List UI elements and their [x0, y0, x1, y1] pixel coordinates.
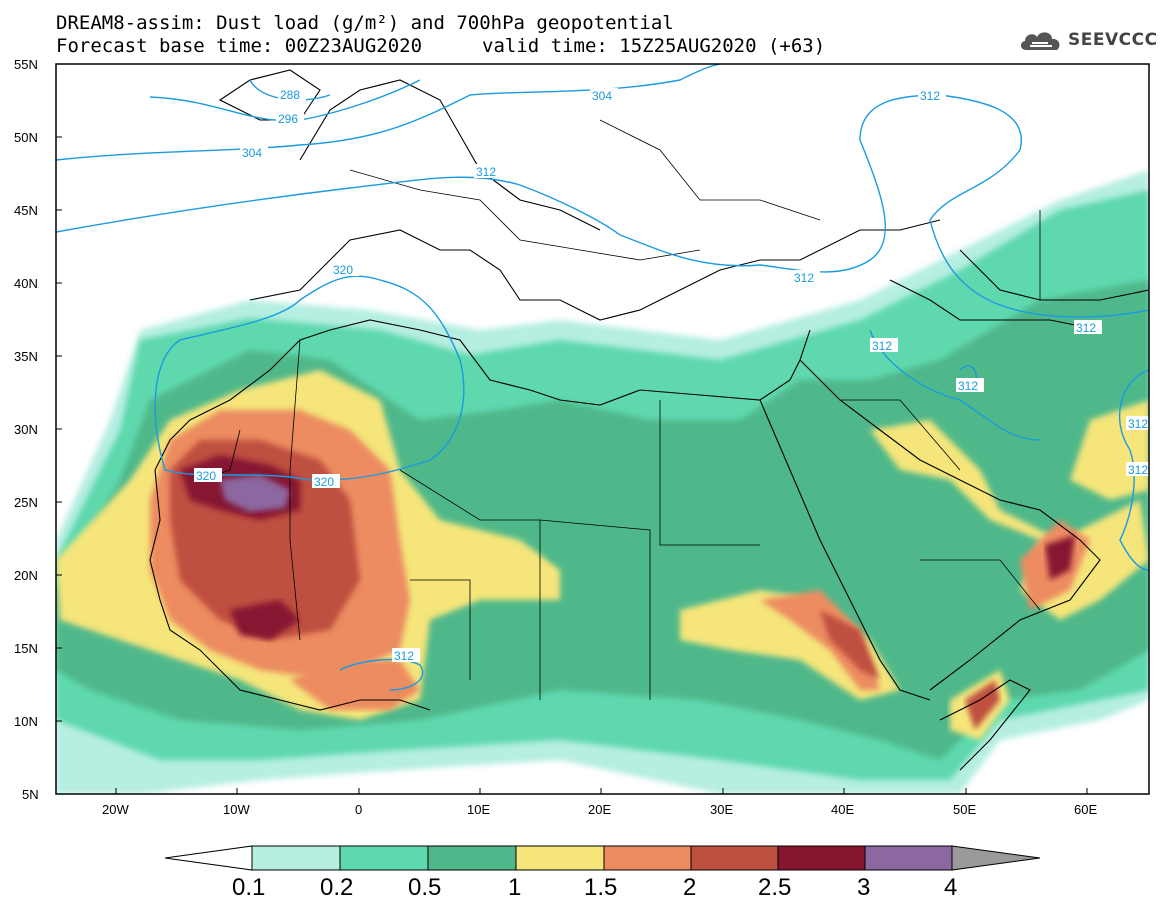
geopotential-contours [56, 64, 1149, 691]
colorbar-left-arrow [164, 845, 253, 871]
lon-label-10w: 10W [223, 802, 250, 817]
lon-label-40e: 40E [831, 802, 854, 817]
colorbar-swatch-0.1 [251, 845, 341, 871]
colorbar-label-1.5: 1.5 [584, 874, 617, 901]
dust-band-1.5-chad [290, 660, 420, 710]
colorbar-label-0.2: 0.2 [320, 874, 353, 901]
lat-label-25n: 25N [14, 495, 38, 510]
lat-label-45n: 45N [14, 203, 38, 218]
lat-label-35n: 35N [14, 349, 38, 364]
lat-label-10n: 10N [14, 714, 38, 729]
contour-304-west [56, 64, 721, 161]
colorbar-label-0.5: 0.5 [408, 874, 441, 901]
chart-title-line1: DREAM8-assim: Dust load (g/m²) and 700hP… [56, 12, 674, 34]
colorbar-swatch-2.5 [777, 845, 866, 871]
contour-label-296: 296 [278, 112, 298, 126]
dust-band-1-east [680, 590, 900, 700]
contour-label-312-b: 312 [794, 271, 814, 285]
colorbar-label-2.5: 2.5 [758, 874, 791, 901]
contour-label-320-b: 320 [196, 469, 216, 483]
contour-labels: 288 296 304 304 312 312 312 312 312 312 … [194, 87, 1149, 663]
colorbar-right-arrow [951, 845, 1041, 871]
contour-label-312-g: 312 [1128, 417, 1148, 431]
lon-label-10e: 10E [467, 802, 490, 817]
contour-label-304-a: 304 [242, 146, 262, 160]
dust-field: 288 296 304 304 312 312 312 312 312 312 … [56, 64, 1149, 794]
lon-label-30e: 30E [710, 802, 733, 817]
latitude-axis: 55N 50N 45N 40N 35N 30N 25N 20N 15N 10N … [14, 57, 62, 802]
contour-label-312-a: 312 [476, 165, 496, 179]
valid-time: valid time: 15Z25AUG2020 (+63) [482, 35, 826, 57]
contour-label-320-c: 320 [314, 475, 334, 489]
contour-label-312-f: 312 [958, 379, 978, 393]
dust-band-4 [220, 475, 290, 512]
contour-label-304-b: 304 [592, 89, 612, 103]
lat-label-55n: 55N [14, 57, 38, 72]
colorbar: 0.1 0.2 0.5 1 1.5 2 2.5 3 4 [164, 845, 1041, 901]
contour-label-288: 288 [280, 88, 300, 102]
contour-label-320-a: 320 [333, 263, 353, 277]
lon-label-20e: 20E [588, 802, 611, 817]
dust-band-2.5-mali [230, 600, 300, 640]
colorbar-swatch-3 [864, 845, 953, 871]
colorbar-label-1: 1 [508, 874, 521, 901]
forecast-base-time: Forecast base time: 00Z23AUG2020 [56, 35, 423, 57]
dust-band-2.5-oman [1045, 535, 1075, 580]
colorbar-label-0.1: 0.1 [232, 874, 265, 901]
contour-label-312-c: 312 [920, 89, 940, 103]
colorbar-swatch-0.2 [339, 845, 429, 871]
lon-label-60e: 60E [1074, 802, 1097, 817]
logo-text: SEEVCCC [1068, 30, 1158, 50]
colorbar-swatch-1.5 [603, 845, 692, 871]
contour-312-north [56, 94, 1149, 318]
lon-label-0: 0 [355, 802, 362, 817]
colorbar-label-3: 3 [857, 874, 870, 901]
lat-label-5n: 5N [22, 787, 39, 802]
lat-label-15n: 15N [14, 641, 38, 656]
contour-312-arabia [869, 329, 1041, 441]
seevccc-logo: SEEVCCC [1018, 26, 1158, 54]
contour-label-312-e: 312 [872, 339, 892, 353]
contour-320-west [154, 275, 465, 481]
lat-label-40n: 40N [14, 276, 38, 291]
contour-label-312-h: 312 [394, 649, 414, 663]
cloud-icon [1020, 32, 1060, 50]
dust-band-2-horn [820, 610, 880, 680]
colorbar-label-2: 2 [683, 874, 696, 901]
contour-label-312-d: 312 [1076, 321, 1096, 335]
lat-label-20n: 20N [14, 568, 38, 583]
lat-label-30n: 30N [14, 422, 38, 437]
lon-label-50e: 50E [953, 802, 976, 817]
borders [199, 119, 1100, 700]
contour-312-iran [1118, 369, 1149, 571]
colorbar-swatch-0.5 [427, 845, 517, 871]
colorbar-swatch-2 [690, 845, 779, 871]
contour-label-312-i: 312 [1128, 463, 1148, 477]
colorbar-label-4: 4 [944, 874, 957, 901]
colorbar-swatch-1 [515, 845, 605, 871]
lat-label-50n: 50N [14, 130, 38, 145]
lon-label-20w: 20W [102, 802, 129, 817]
contour-312-chad [339, 658, 424, 691]
dust-band-1.5-sudan [760, 590, 880, 690]
longitude-axis: 20W 10W 0 10E 20E 30E 40E 50E 60E [102, 788, 1097, 817]
